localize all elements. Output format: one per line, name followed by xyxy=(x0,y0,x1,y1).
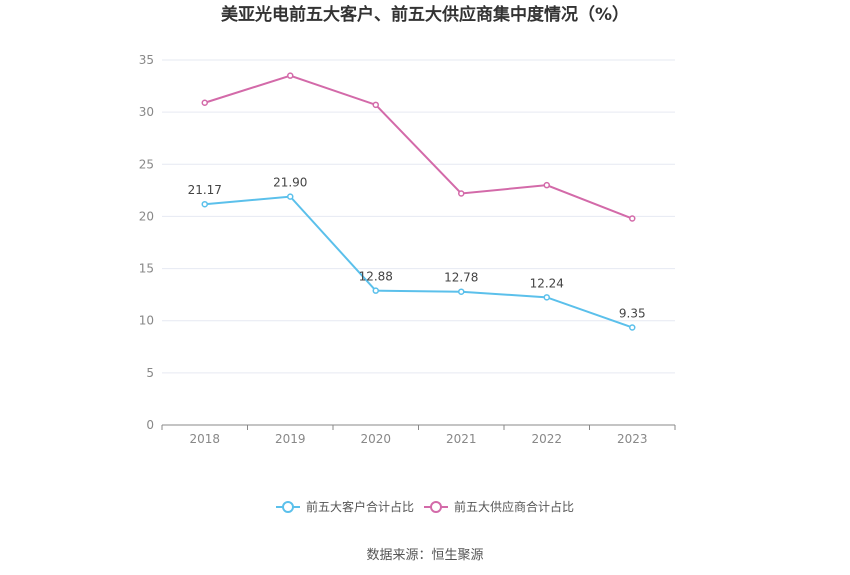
y-tick-label: 25 xyxy=(139,157,154,171)
data-point[interactable] xyxy=(201,200,208,208)
data-point[interactable] xyxy=(629,324,636,331)
data-point[interactable] xyxy=(287,193,294,200)
x-tick-label: 2022 xyxy=(531,432,562,446)
series-line-2 xyxy=(204,74,633,220)
data-point[interactable] xyxy=(201,99,208,107)
series-layer: 21.17 21.90 12.88 12.78 12.24 9.35 xyxy=(188,72,646,331)
legend-item-1[interactable]: 前五大客户合计占比 xyxy=(276,499,414,514)
y-tick-label: 30 xyxy=(139,105,154,119)
data-point[interactable] xyxy=(287,72,294,79)
y-tick-label: 35 xyxy=(139,53,154,67)
data-label: 12.88 xyxy=(359,270,393,284)
legend-label: 前五大客户合计占比 xyxy=(306,499,414,514)
grid xyxy=(162,59,675,374)
axes: 0 5 10 15 20 25 30 35 2018 2019 2020 2021 2022 2023 xyxy=(139,53,676,446)
data-point[interactable] xyxy=(543,294,550,301)
data-point[interactable] xyxy=(543,181,550,189)
data-point[interactable] xyxy=(372,287,379,294)
y-tick-label: 15 xyxy=(139,262,154,276)
source-note: 数据来源：恒生聚源 xyxy=(366,548,483,563)
chart-title: 美亚光电前五大客户、前五大供应商集中度情况（%） xyxy=(221,4,629,25)
data-point[interactable] xyxy=(629,215,636,222)
y-tick-label: 0 xyxy=(146,418,154,432)
data-point[interactable] xyxy=(458,190,465,197)
legend[interactable]: 前五大客户合计占比 前五大供应商合计占比 xyxy=(276,499,574,514)
legend-label: 前五大供应商合计占比 xyxy=(454,499,574,514)
series-line-1 xyxy=(204,195,633,329)
legend-item-2[interactable]: 前五大供应商合计占比 xyxy=(424,499,574,514)
y-tick-label: 10 xyxy=(139,314,154,328)
y-tick-label: 20 xyxy=(139,209,154,223)
x-tick-label: 2018 xyxy=(189,432,220,446)
data-point[interactable] xyxy=(458,288,465,295)
data-label: 12.78 xyxy=(444,271,478,285)
data-label: 21.17 xyxy=(188,183,222,197)
x-tick-label: 2021 xyxy=(446,432,477,446)
x-tick-label: 2019 xyxy=(275,432,306,446)
legend-marker xyxy=(282,501,294,513)
data-label: 21.90 xyxy=(273,176,307,190)
y-tick-label: 5 xyxy=(146,366,154,380)
legend-marker xyxy=(430,501,442,513)
data-point[interactable] xyxy=(372,101,379,109)
x-tick-label: 2020 xyxy=(360,432,391,446)
data-label: 12.24 xyxy=(530,276,564,290)
data-label: 9.35 xyxy=(619,306,646,320)
x-tick-label: 2023 xyxy=(617,432,648,446)
